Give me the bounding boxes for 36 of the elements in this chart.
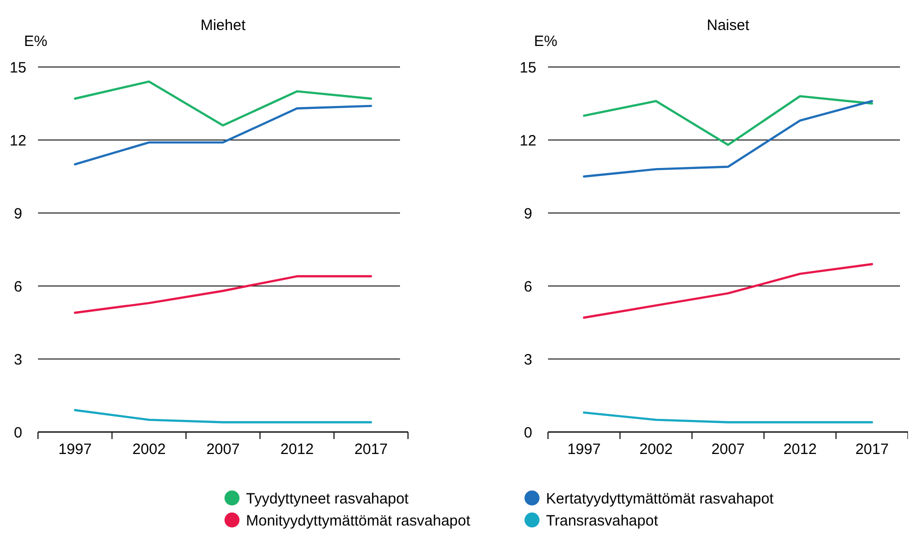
y-axis-title: E% [24, 33, 48, 50]
x-tick-label: 2017 [855, 441, 889, 458]
y-tick-label: 15 [520, 59, 536, 76]
line-series [74, 275, 372, 314]
x-tick-label: 2002 [132, 441, 166, 458]
x-tick-label: 1997 [58, 441, 92, 458]
y-tick-label: 3 [524, 351, 532, 368]
line-series [74, 80, 372, 126]
y-tick-label: 12 [10, 132, 26, 150]
y-tick-label: 9 [14, 205, 22, 222]
x-tick-label: 1997 [567, 441, 601, 458]
y-tick-label: 12 [520, 132, 536, 150]
y-tick-label: 3 [14, 351, 22, 368]
line-series [582, 100, 874, 178]
line-series [582, 95, 874, 146]
legend-label: Tyydyttyneet rasvahapot [246, 490, 410, 508]
legend-label: Kertatyydyttymättömät rasvahapot [546, 490, 774, 508]
legend-label: Transrasvahapot [546, 512, 659, 530]
x-tick-label: 2002 [639, 441, 673, 458]
y-tick-label: 6 [524, 278, 532, 296]
chart-title: Naiset [706, 17, 750, 34]
x-tick-label: 2007 [206, 441, 240, 458]
chart-title: Miehet [200, 17, 246, 34]
y-tick-label: 9 [524, 205, 532, 222]
y-tick-label: 6 [14, 278, 22, 296]
x-tick-label: 2017 [354, 441, 388, 458]
y-tick-label: 0 [14, 424, 22, 442]
line-series [74, 104, 372, 166]
legend-label: Monityydyttymättömät rasvahapot [246, 512, 472, 530]
y-axis-title: E% [534, 33, 558, 50]
line-series [582, 263, 874, 319]
x-tick-label: 2012 [280, 441, 314, 458]
y-tick-label: 15 [10, 59, 26, 76]
y-tick-label: 0 [524, 424, 532, 442]
x-tick-label: 2007 [711, 441, 745, 458]
x-tick-label: 2012 [783, 441, 817, 458]
